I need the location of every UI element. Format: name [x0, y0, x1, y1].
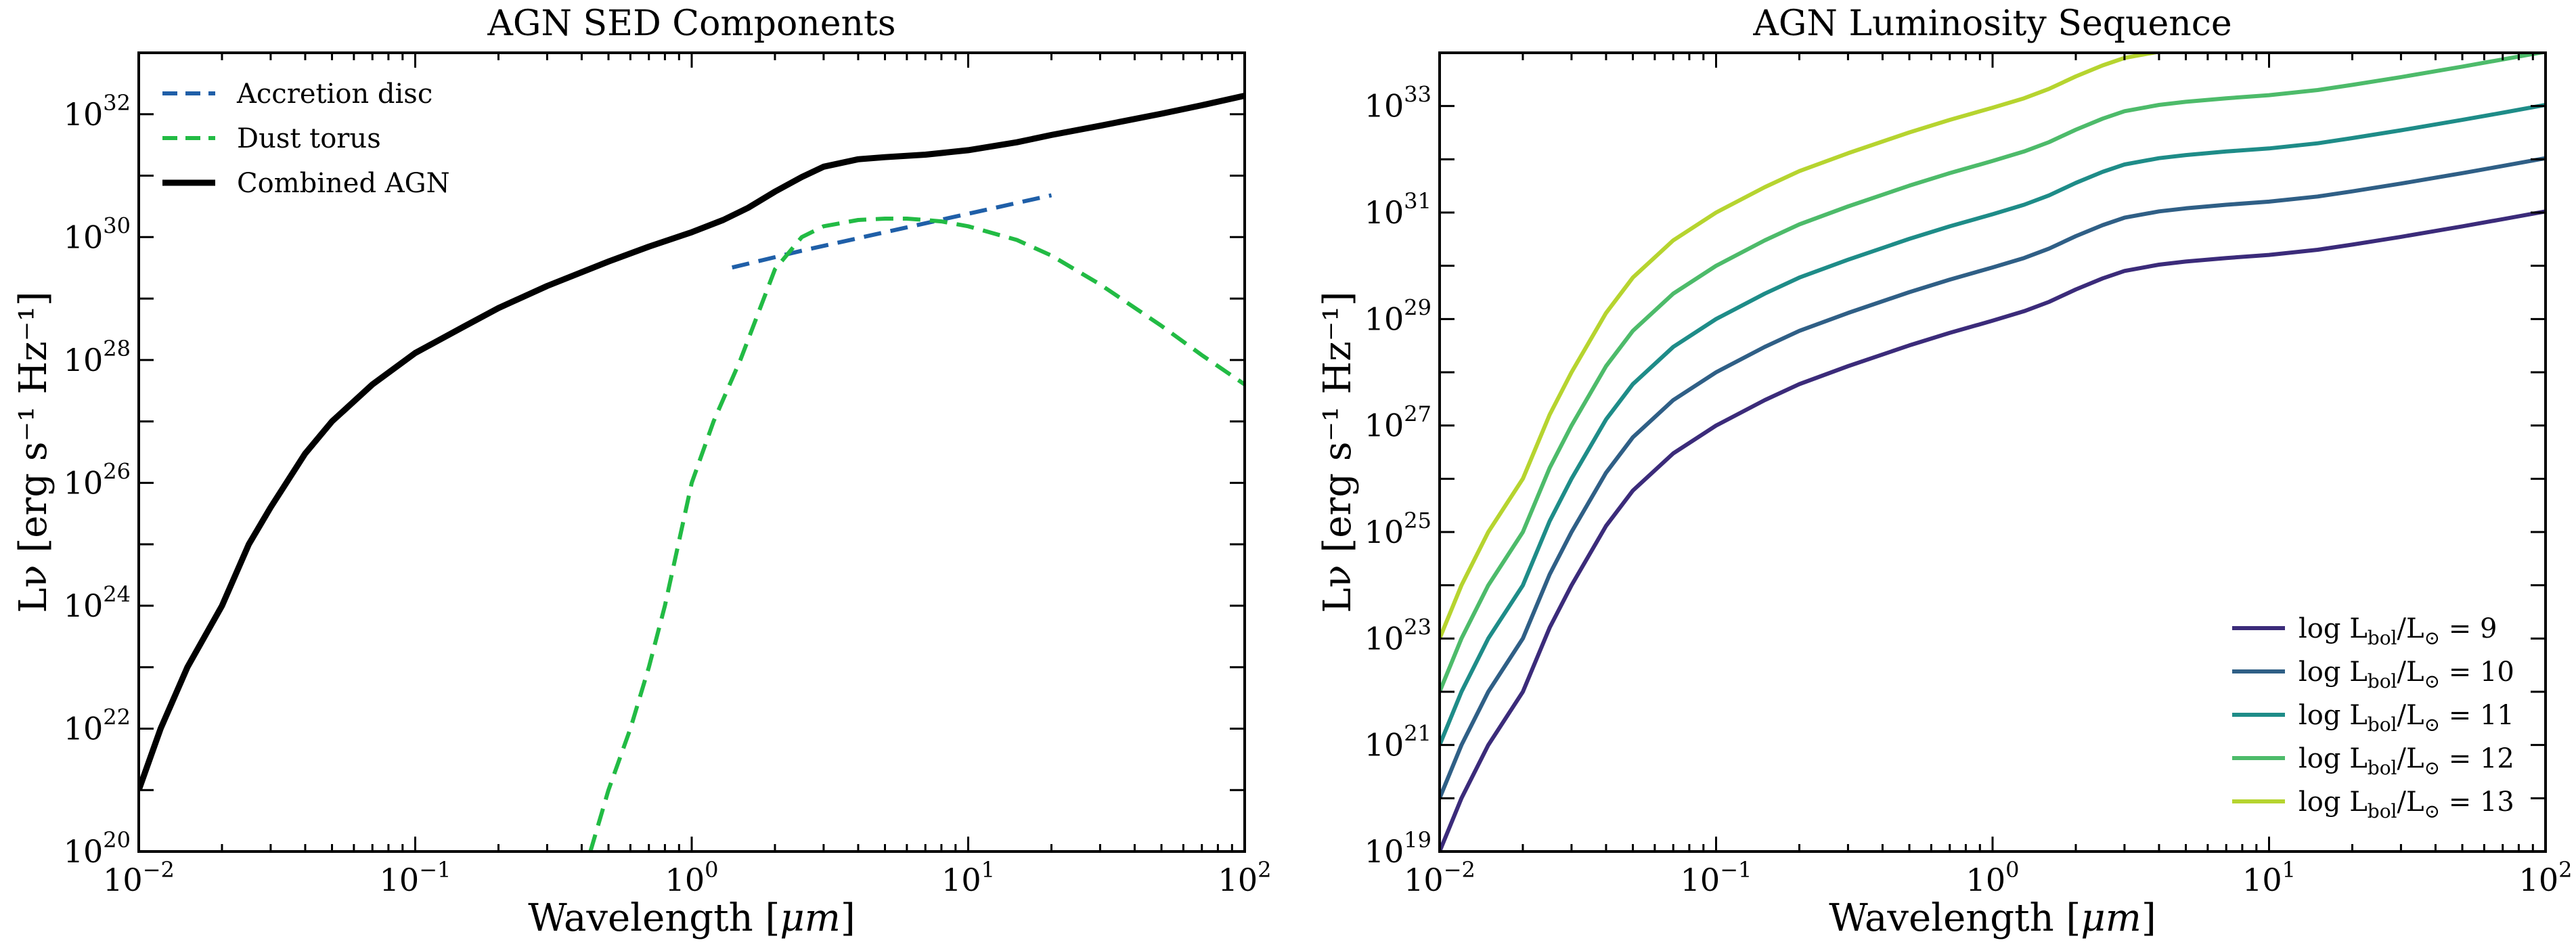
chart-title: AGN SED Components: [487, 3, 895, 44]
series-lines: [139, 93, 1245, 852]
x-tick-label: 102: [1218, 857, 1272, 898]
series-line-0: [1440, 209, 2546, 852]
series-line-1: [588, 217, 1245, 852]
x-tick-label: 10−1: [380, 857, 451, 898]
x-tick-label: 100: [1966, 857, 2020, 898]
x-axis-ticks: 10−2 10−1 100 101 102: [1404, 53, 2572, 898]
y-tick-label: 1027: [1364, 401, 1431, 444]
legend-label: Accretion disc: [236, 79, 432, 110]
y-tick-label: 1023: [1364, 614, 1431, 657]
x-tick-label: 102: [2519, 857, 2573, 898]
legend-label: log Lbol/L⊙ = 11: [2299, 700, 2514, 736]
legend: Accretion disc Dust torus Combined AGN: [162, 79, 450, 199]
x-axis-label: Wavelength [μm]: [528, 896, 855, 940]
y-axis-ticks: 1020 1022 1024 1026 1028 1030 1032: [64, 51, 1245, 870]
y-tick-label: 1033: [1364, 82, 1431, 125]
x-axis-label: Wavelength [μm]: [1829, 896, 2156, 940]
series-line-2: [1440, 103, 2546, 746]
x-tick-label: 101: [2242, 857, 2296, 898]
y-tick-label: 1030: [64, 213, 131, 255]
series-line-3: [1440, 53, 2546, 693]
legend-label: log Lbol/L⊙ = 12: [2299, 743, 2514, 779]
y-tick-label: 1024: [64, 581, 131, 624]
series-line-4: [1440, 53, 2167, 640]
x-tick-label: 10−2: [103, 857, 175, 898]
series-line-0: [731, 193, 1052, 270]
y-tick-label: 1029: [1364, 294, 1431, 337]
x-tick-label: 10−1: [1681, 857, 1752, 898]
legend: log Lbol/L⊙ = 9 log Lbol/L⊙ = 10 log Lbol/…: [2232, 613, 2514, 822]
series-lines: [1440, 53, 2546, 852]
x-tick-label: 10−2: [1404, 857, 1475, 898]
x-tick-label: 101: [941, 857, 995, 898]
x-tick-label: 100: [665, 857, 719, 898]
legend-label: Dust torus: [237, 123, 381, 154]
y-tick-label: 1019: [1364, 827, 1431, 870]
chart-luminosity-sequence: AGN Luminosity Sequence 10−2 10−1 100 101 10…: [1316, 3, 2572, 940]
series-line-2: [139, 93, 1245, 791]
legend-label: log Lbol/L⊙ = 9: [2299, 613, 2497, 649]
y-axis-label: Lν [erg s⁻¹ Hz⁻¹]: [1316, 291, 1360, 613]
y-tick-label: 1021: [1364, 721, 1431, 764]
y-tick-label: 1031: [1364, 188, 1431, 231]
y-axis-label: Lν [erg s⁻¹ Hz⁻¹]: [12, 291, 55, 613]
y-tick-label: 1026: [64, 458, 131, 501]
legend-label: Combined AGN: [237, 168, 450, 199]
legend-label: log Lbol/L⊙ = 13: [2299, 787, 2514, 822]
chart-sed-components: AGN SED Components 10−2 10−1 100 101 102 102…: [12, 3, 1271, 940]
y-tick-label: 1020: [64, 827, 131, 870]
y-tick-label: 1028: [64, 336, 131, 378]
y-tick-label: 1022: [64, 704, 131, 747]
chart-title: AGN Luminosity Sequence: [1752, 3, 2231, 44]
y-tick-label: 1025: [1364, 508, 1431, 550]
x-axis-ticks: 10−2 10−1 100 101 102: [103, 53, 1271, 898]
series-line-1: [1440, 156, 2546, 799]
y-axis-ticks: 1019 1021 1023 1025 1027 1029 1031 1033: [1364, 51, 2546, 870]
y-tick-label: 1032: [64, 90, 131, 133]
legend-label: log Lbol/L⊙ = 10: [2299, 657, 2514, 692]
